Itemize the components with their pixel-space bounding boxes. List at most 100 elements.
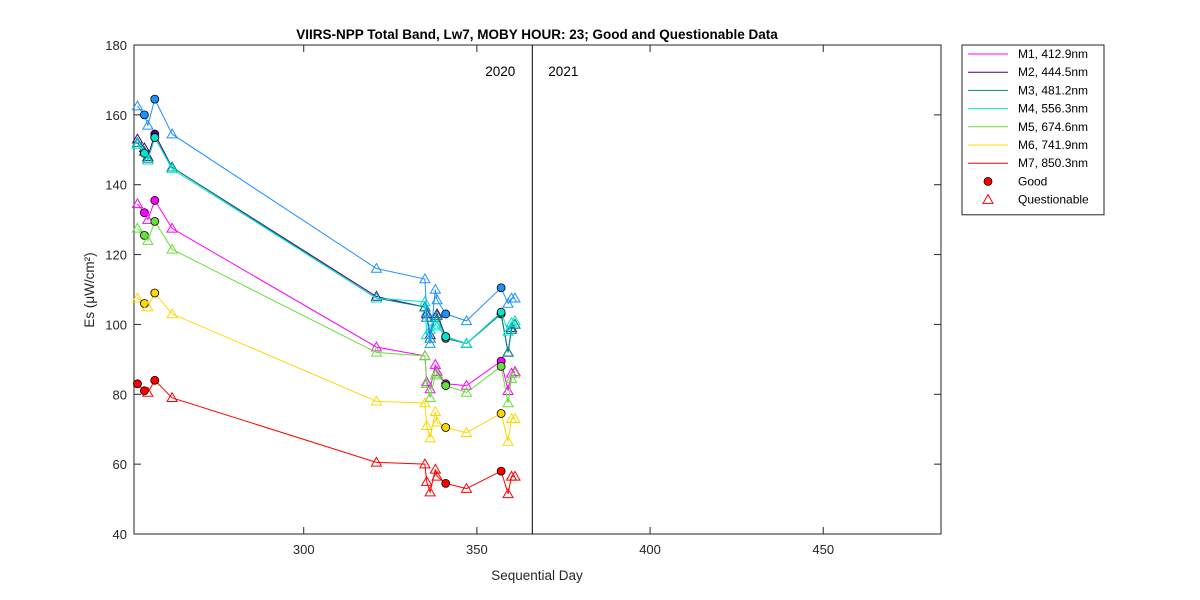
good-point [496,283,506,293]
questionable-point [370,346,383,357]
questionable-point [420,311,433,322]
legend-marker-questionable [982,193,994,204]
y-tick-label: 40 [113,527,127,542]
questionable-point [141,119,154,130]
questionable-point [370,341,383,352]
questionable-point [502,346,514,357]
series-m4 [131,133,521,348]
questionable-point [502,325,514,336]
questionable-point [131,138,144,149]
series-m7 [133,375,521,499]
questionable-point [429,369,442,380]
series-line [137,220,516,404]
good-point [496,409,506,418]
questionable-point [420,377,433,389]
legend-label: Good [1018,174,1047,188]
good-point [150,196,160,205]
questionable-point [502,397,514,408]
questionable-point [429,405,442,416]
x-axis: 300 350 400 450 [293,45,834,557]
y-axis-label: Es (μW/cm²) [82,252,97,327]
questionable-point [431,293,443,305]
questionable-point [509,314,521,326]
questionable-point [460,379,473,390]
series-line [137,136,516,345]
good-point [139,386,149,396]
questionable-point [131,197,144,209]
questionable-point [431,416,443,427]
good-point [150,94,160,104]
questionable-point [429,358,442,369]
good-point [441,423,451,432]
questionable-point [460,314,473,326]
series-m5 [131,216,521,408]
questionable-point [166,222,178,233]
questionable-point [420,306,433,317]
questionable-point [141,154,154,165]
y-tick-label: 60 [113,457,127,472]
questionable-point [509,367,521,378]
questionable-point [431,320,443,331]
series-line [137,292,515,442]
questionable-point [429,463,442,474]
questionable-point [505,372,518,383]
questionable-point [419,273,431,284]
questionable-point [419,397,431,408]
plot-area: 2020 2021 [131,44,942,535]
questionable-point [131,100,144,111]
questionable-point [370,395,383,406]
y-tick-label: 140 [105,178,127,193]
legend-label: M6, 741.9nm [1018,138,1088,152]
good-point [441,332,451,342]
questionable-point [424,431,436,443]
questionable-point [431,367,443,378]
legend-box [961,44,1105,216]
series-line [137,97,515,344]
x-tick-label: 350 [466,542,488,557]
questionable-point [502,487,514,499]
year-label-left: 2020 [485,64,515,79]
good-point [441,478,451,488]
series-overlay [131,94,521,348]
questionable-point [131,136,144,148]
good-point [150,288,160,298]
questionable-point [431,470,443,481]
questionable-point [509,318,521,329]
questionable-point [429,283,442,294]
questionable-point [420,475,433,486]
questionable-point [131,222,144,233]
y-tick-label: 180 [105,38,127,53]
questionable-point [509,365,521,376]
good-point [139,148,149,158]
good-point [139,230,149,240]
good-point [150,216,160,226]
y-tick-label: 120 [105,248,127,263]
questionable-point [509,412,521,423]
questionable-point [141,300,154,312]
questionable-point [166,161,178,172]
plot-frame [133,44,942,535]
y-tick-label: 80 [113,387,127,402]
questionable-point [502,435,514,446]
questionable-point [509,470,521,481]
legend-label: M4, 556.3nm [1018,102,1088,116]
good-point [496,307,506,317]
questionable-point [141,213,154,224]
y-tick-label: 100 [105,317,127,332]
questionable-point [166,391,178,403]
questionable-point [460,337,473,348]
questionable-point [141,386,154,397]
questionable-point [505,316,518,327]
legend-label: M3, 481.2nm [1018,83,1088,97]
x-tick-label: 300 [293,542,315,557]
questionable-point [370,290,383,301]
x-axis-label: Sequential Day [491,568,583,583]
questionable-point [502,297,514,308]
questionable-point [429,318,442,329]
questionable-point [166,128,178,139]
legend-label: M1, 412.9nm [1018,47,1088,61]
good-point [150,375,160,385]
legend-label: M2, 444.5nm [1018,65,1088,79]
good-point [139,110,149,120]
